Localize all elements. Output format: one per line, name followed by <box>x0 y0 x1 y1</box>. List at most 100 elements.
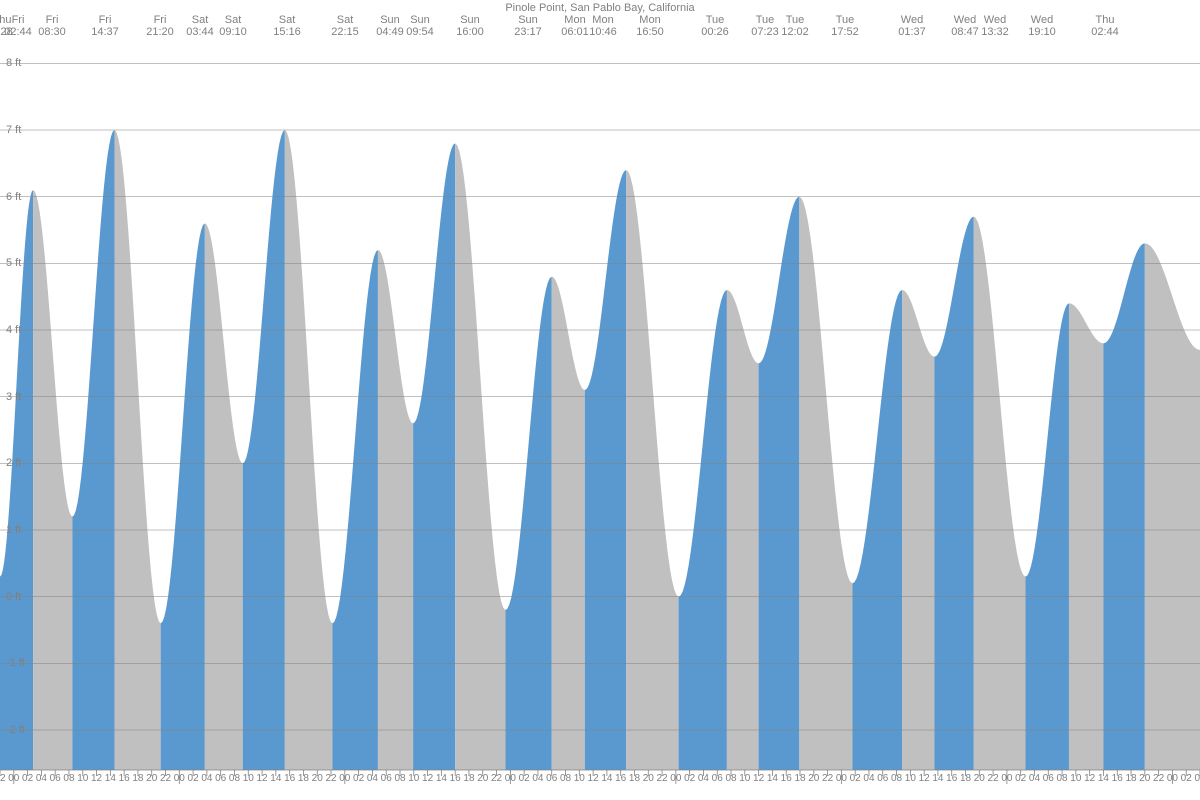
tide-event-label: Wed13:32 <box>981 14 1009 38</box>
x-tick-label: 20 <box>477 773 488 784</box>
x-tick-label: 16 <box>781 773 792 784</box>
x-tick-label: 12 <box>919 773 930 784</box>
x-tick-label: 14 <box>436 773 447 784</box>
x-tick-label: 16 <box>946 773 957 784</box>
x-tick-label: 08 <box>891 773 902 784</box>
x-tick-label: 10 <box>243 773 254 784</box>
x-tick-label: 04 <box>1029 773 1040 784</box>
tide-event-label: Sat15:16 <box>273 14 301 38</box>
x-tick-label: 02 <box>1015 773 1026 784</box>
x-tick-label: 10 <box>739 773 750 784</box>
x-tick-label: 06 <box>546 773 557 784</box>
tide-chart-svg <box>0 50 1200 800</box>
x-tick-label: 22 <box>491 773 502 784</box>
tide-event-label: Tue00:26 <box>701 14 729 38</box>
tide-event-label: Thu02:44 <box>1091 14 1119 38</box>
x-tick-label: 04 <box>201 773 212 784</box>
x-tick-label: 06 <box>877 773 888 784</box>
tide-event-label: Wed19:10 <box>1028 14 1056 38</box>
y-tick-label: 3 ft <box>6 391 21 403</box>
x-tick-label: 10 <box>905 773 916 784</box>
x-tick-label: 08 <box>229 773 240 784</box>
x-tick-label: 04 <box>1194 773 1200 784</box>
x-tick-label: 02 <box>684 773 695 784</box>
x-tick-label: 02 <box>1181 773 1192 784</box>
x-tick-label: 00 <box>670 773 681 784</box>
tide-event-label: Tue07:23 <box>751 14 779 38</box>
x-tick-label: 16 <box>284 773 295 784</box>
y-tick-label: 5 ft <box>6 257 21 269</box>
tide-event-label: Sun23:17 <box>514 14 542 38</box>
x-tick-label: 12 <box>91 773 102 784</box>
x-tick-label: 14 <box>1098 773 1109 784</box>
tide-event-label: Sun16:00 <box>456 14 484 38</box>
x-tick-label: 18 <box>960 773 971 784</box>
x-tick-label: 12 <box>257 773 268 784</box>
tide-event-label: Sun09:54 <box>406 14 434 38</box>
tide-event-label: Fri21:20 <box>146 14 174 38</box>
tide-event-label: Wed01:37 <box>898 14 926 38</box>
x-tick-label: 04 <box>532 773 543 784</box>
x-tick-label: 20 <box>1139 773 1150 784</box>
x-tick-label: 14 <box>932 773 943 784</box>
x-tick-label: 20 <box>808 773 819 784</box>
x-tick-label: 22 <box>160 773 171 784</box>
x-tick-label: 06 <box>381 773 392 784</box>
y-tick-label: 1 ft <box>6 524 21 536</box>
x-tick-label: 22 <box>657 773 668 784</box>
y-tick-label: -1 ft <box>6 657 25 669</box>
tide-event-label: Fri08:30 <box>38 14 66 38</box>
tide-event-label: Tue12:02 <box>781 14 809 38</box>
x-tick-label: 22 <box>0 773 6 784</box>
x-tick-label: 22 <box>1153 773 1164 784</box>
y-tick-label: 0 ft <box>6 591 21 603</box>
x-tick-label: 02 <box>850 773 861 784</box>
x-tick-label: 00 <box>339 773 350 784</box>
x-tick-label: 16 <box>615 773 626 784</box>
y-tick-label: 7 ft <box>6 124 21 136</box>
x-tick-label: 18 <box>132 773 143 784</box>
tide-event-label: Sat03:44 <box>186 14 214 38</box>
x-tick-label: 18 <box>1125 773 1136 784</box>
x-tick-label: 14 <box>105 773 116 784</box>
x-tick-label: 04 <box>36 773 47 784</box>
x-tick-label: 18 <box>794 773 805 784</box>
x-tick-label: 06 <box>50 773 61 784</box>
x-tick-label: 22 <box>988 773 999 784</box>
tide-event-label: Sat22:15 <box>331 14 359 38</box>
tide-event-label: Tue17:52 <box>831 14 859 38</box>
x-tick-label: 12 <box>753 773 764 784</box>
tide-event-label: Sat09:10 <box>219 14 247 38</box>
tide-event-label: Fri02:44 <box>4 14 32 38</box>
x-tick-label: 02 <box>519 773 530 784</box>
x-tick-label: 16 <box>1112 773 1123 784</box>
tide-event-label: Mon16:50 <box>636 14 664 38</box>
x-tick-label: 12 <box>422 773 433 784</box>
y-tick-label: 2 ft <box>6 457 21 469</box>
x-tick-label: 18 <box>463 773 474 784</box>
x-tick-label: 00 <box>1001 773 1012 784</box>
x-tick-label: 08 <box>63 773 74 784</box>
chart-title: Pinole Point, San Pablo Bay, California <box>0 2 1200 14</box>
x-tick-label: 20 <box>312 773 323 784</box>
x-tick-label: 18 <box>629 773 640 784</box>
tide-event-label: Wed08:47 <box>951 14 979 38</box>
tide-chart: -2 ft-1 ft0 ft1 ft2 ft3 ft4 ft5 ft6 ft7 … <box>0 50 1200 800</box>
tide-event-label: Sun04:49 <box>376 14 404 38</box>
x-tick-label: 16 <box>450 773 461 784</box>
x-tick-label: 02 <box>188 773 199 784</box>
x-tick-label: 20 <box>643 773 654 784</box>
x-tick-label: 04 <box>367 773 378 784</box>
x-tick-label: 14 <box>767 773 778 784</box>
y-tick-label: -2 ft <box>6 724 25 736</box>
x-tick-label: 10 <box>574 773 585 784</box>
x-tick-label: 12 <box>588 773 599 784</box>
x-tick-label: 20 <box>146 773 157 784</box>
x-tick-label: 04 <box>698 773 709 784</box>
x-tick-label: 22 <box>325 773 336 784</box>
x-tick-label: 00 <box>8 773 19 784</box>
x-tick-label: 06 <box>712 773 723 784</box>
x-tick-label: 20 <box>974 773 985 784</box>
x-tick-label: 00 <box>505 773 516 784</box>
x-tick-label: 06 <box>1043 773 1054 784</box>
